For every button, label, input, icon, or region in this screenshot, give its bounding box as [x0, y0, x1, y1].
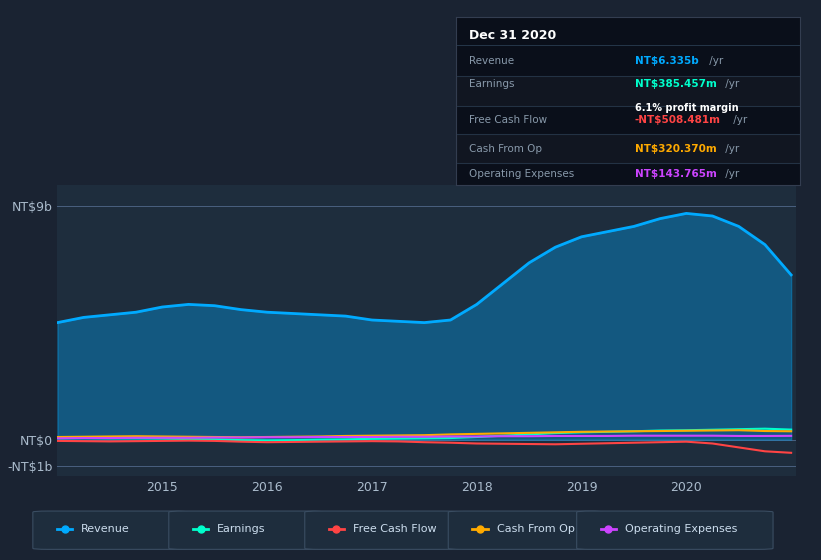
Text: /yr: /yr — [722, 79, 740, 89]
Bar — [456, 76, 800, 106]
Text: /yr: /yr — [722, 169, 740, 179]
FancyBboxPatch shape — [576, 511, 773, 549]
Text: Cash From Op: Cash From Op — [497, 524, 575, 534]
Text: NT$385.457m: NT$385.457m — [635, 79, 717, 89]
FancyBboxPatch shape — [169, 511, 323, 549]
Text: NT$320.370m: NT$320.370m — [635, 144, 717, 153]
Text: Revenue: Revenue — [81, 524, 130, 534]
Text: Operating Expenses: Operating Expenses — [625, 524, 737, 534]
Bar — [456, 134, 800, 163]
Text: 6.1% profit margin: 6.1% profit margin — [635, 102, 739, 113]
Text: Operating Expenses: Operating Expenses — [470, 169, 575, 179]
Text: /yr: /yr — [706, 57, 723, 66]
Text: Free Cash Flow: Free Cash Flow — [353, 524, 437, 534]
Text: Free Cash Flow: Free Cash Flow — [470, 115, 548, 125]
FancyBboxPatch shape — [33, 511, 188, 549]
Text: Dec 31 2020: Dec 31 2020 — [470, 29, 557, 41]
Text: /yr: /yr — [730, 115, 747, 125]
Text: Cash From Op: Cash From Op — [470, 144, 543, 153]
Text: /yr: /yr — [722, 144, 740, 153]
FancyBboxPatch shape — [448, 511, 603, 549]
Text: NT$6.335b: NT$6.335b — [635, 57, 699, 66]
Text: Earnings: Earnings — [217, 524, 266, 534]
Text: -NT$508.481m: -NT$508.481m — [635, 115, 721, 125]
FancyBboxPatch shape — [305, 511, 460, 549]
Text: Earnings: Earnings — [470, 79, 515, 89]
Text: NT$143.765m: NT$143.765m — [635, 169, 717, 179]
Text: Revenue: Revenue — [470, 57, 515, 66]
